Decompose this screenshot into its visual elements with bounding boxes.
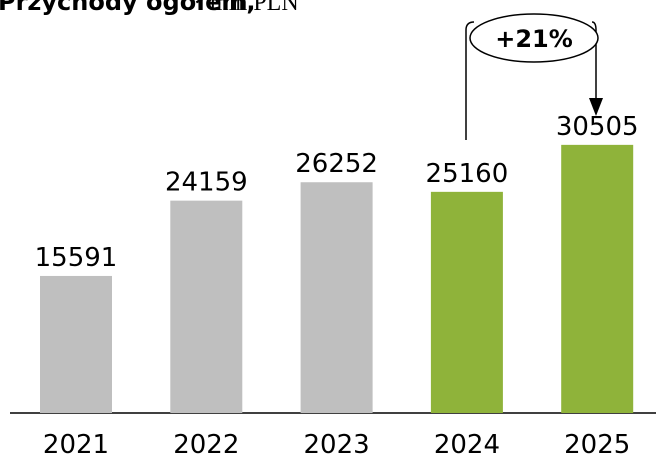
annotation: +21%: [495, 25, 573, 53]
x-tick-label: 2023: [304, 430, 370, 460]
value-label: 25160: [426, 159, 509, 189]
bar: [561, 144, 634, 413]
x-tick-label: 2024: [434, 430, 500, 460]
bar: [170, 200, 243, 413]
chart-title: Przychody ogółem,: [0, 0, 255, 16]
chart-subtitle: mln PLN: [210, 0, 299, 16]
value-label: 30505: [556, 112, 639, 142]
bar: [430, 191, 503, 413]
x-tick-label: 2022: [173, 430, 239, 460]
x-tick-label: 2021: [43, 430, 109, 460]
value-label: 24159: [165, 168, 248, 198]
value-label: 15591: [35, 243, 118, 273]
bar: [300, 182, 373, 413]
bracket-right: [591, 21, 597, 100]
bracket-left: [465, 21, 475, 140]
arrowhead: [589, 98, 603, 116]
value-label: 26252: [295, 149, 378, 179]
bar: [40, 275, 112, 413]
x-tick-label: 2025: [564, 430, 630, 460]
annotation-ellipse: [469, 13, 599, 63]
